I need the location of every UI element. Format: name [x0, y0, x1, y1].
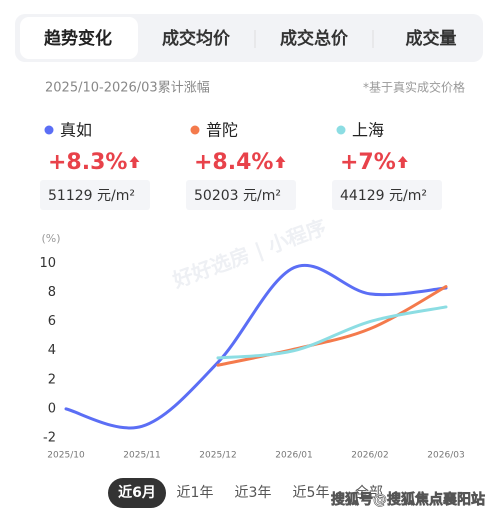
tab[interactable]: 成交总价 [280, 28, 349, 49]
stats: 真如 +8.3% 51129 元/m² 普陀 +8.4% 50203 元/m² 上海 +7% 4… [40, 121, 442, 210]
area-name: 上海 [352, 121, 384, 140]
price-bg [186, 180, 296, 210]
legend-dot [190, 125, 200, 135]
y-tick-label: 0 [48, 401, 56, 416]
tab[interactable]: 成交量 [406, 28, 457, 49]
price: 50203 元/m² [194, 188, 281, 204]
note: *基于真实成交价格 [363, 80, 465, 95]
y-tick-label: 4 [48, 343, 56, 358]
tab[interactable]: 成交均价 [162, 28, 231, 49]
x-tick-label: 2026/02 [351, 451, 388, 461]
period-buttons: 近6月 近1年 近3年 近5年 全部 [108, 478, 383, 508]
series-line [216, 305, 448, 360]
up-arrow [129, 156, 140, 168]
area-name: 普陀 [206, 121, 238, 140]
y-tick-label: -2 [43, 431, 56, 446]
chart-watermark: 好好选房 | 小程序 [169, 215, 330, 293]
x-tick-label: 2025/10 [47, 451, 85, 461]
series-line [64, 264, 448, 430]
x-tick-label: 2025/12 [199, 451, 236, 461]
tab[interactable]: 趋势变化 [44, 28, 112, 49]
x-tick-label: 2026/01 [275, 451, 312, 461]
active-period-bg [108, 478, 166, 508]
chart: (%) 好好选房 | 小程序 -2 0 2 4 6 8 10 2025/10 2025/11 2025… [39, 215, 464, 461]
period-button[interactable]: 近6月 [118, 484, 156, 501]
x-tick-label: 2025/11 [123, 451, 160, 461]
legend-dot [336, 125, 346, 135]
active-tab-bg [20, 17, 138, 59]
price-bg [40, 180, 150, 210]
y-tick-label: 2 [48, 372, 56, 387]
area-name: 真如 [60, 121, 92, 140]
price: 44129 元/m² [340, 188, 427, 204]
y-tick-label: 6 [48, 314, 56, 329]
change: +8.3% [48, 150, 127, 175]
period-button[interactable]: 近5年 [293, 485, 330, 501]
y-tick-label: 10 [39, 256, 56, 271]
change: +7% [340, 150, 396, 175]
price-bg [332, 180, 442, 210]
y-tick-label: 8 [48, 285, 56, 300]
up-arrow [275, 156, 286, 168]
period-button[interactable]: 近3年 [235, 485, 272, 501]
price: 51129 元/m² [48, 188, 135, 204]
legend-dot [44, 125, 54, 135]
watermark: 搜狐号@搜狐焦点襄阳站 [331, 491, 485, 508]
period-button[interactable]: 全部 [355, 484, 383, 501]
y-axis-label: (%) [41, 232, 60, 245]
up-arrow [397, 156, 408, 168]
x-tick-label: 2026/03 [427, 451, 464, 461]
period-label: 2025/10-2026/03累计涨幅 [45, 81, 210, 96]
change: +8.4% [194, 150, 273, 175]
series-line [216, 285, 448, 367]
period-button[interactable]: 近1年 [177, 485, 214, 501]
